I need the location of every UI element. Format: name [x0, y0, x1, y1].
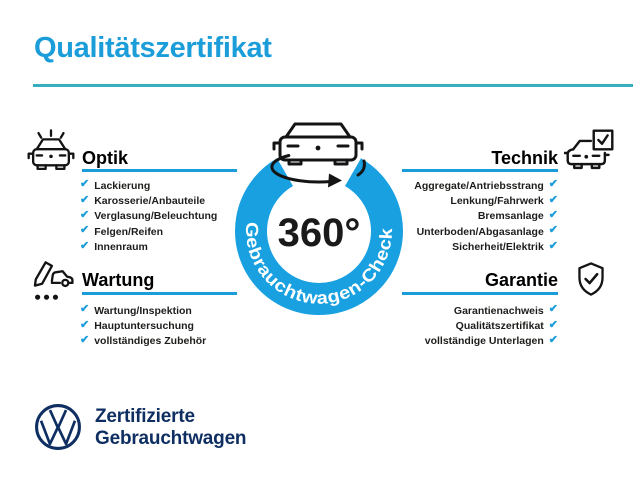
technik-items: Aggregate/Antriebsstrang ✔ Lenkung/Fahrw…: [328, 178, 558, 255]
checklist-item: ✔ Lackierung: [80, 178, 217, 193]
item-label: vollständige Unterlagen: [424, 335, 544, 348]
car-shine-icon: [27, 129, 75, 171]
item-label: Aggregate/Antriebsstrang: [414, 179, 544, 192]
check-icon: ✔: [80, 239, 90, 252]
check-icon: ✔: [80, 178, 90, 191]
checklist-item: ✔ Felgen/Reifen: [80, 224, 217, 239]
checklist-item: Garantienachweis ✔: [454, 303, 558, 318]
check-icon: ✔: [548, 224, 558, 237]
check-icon: ✔: [80, 208, 90, 221]
checklist-item: Lenkung/Fahrwerk ✔: [450, 193, 558, 208]
item-label: Garantienachweis: [453, 304, 544, 317]
item-label: vollständiges Zubehör: [94, 335, 207, 348]
checklist-item: ✔ Verglasung/Beleuchtung: [80, 209, 217, 224]
check-icon: ✔: [80, 224, 90, 237]
item-label: Unterboden/Abgasanlage: [416, 225, 544, 238]
item-label: Bremsanlage: [477, 210, 544, 223]
section-underline-wartung: [82, 292, 237, 295]
title-rule: [33, 84, 633, 87]
checklist-item: Qualitätszertifikat ✔: [456, 318, 558, 333]
item-label: Lenkung/Fahrwerk: [450, 195, 544, 208]
section-title-technik: Technik: [491, 148, 558, 168]
footer-brand-line1: Zertifizierte: [95, 406, 195, 427]
item-label: Innenraum: [94, 241, 148, 254]
item-label: Sicherheit/Elektrik: [452, 241, 544, 254]
shield-check-icon: [578, 262, 604, 296]
section-title-wartung: Wartung: [82, 270, 155, 290]
check-icon: ✔: [80, 333, 90, 346]
section-title-garantie: Garantie: [484, 270, 558, 290]
checklist-item: ✔ Wartung/Inspektion: [80, 303, 206, 318]
vw-logo-icon: [35, 404, 81, 450]
item-label: Karosserie/Anbauteile: [94, 195, 206, 208]
rotating-car-icon: [270, 122, 366, 188]
garantie-items: Garantienachweis ✔ Qualitätszertifikat ✔…: [328, 303, 558, 349]
checklist-item: vollständige Unterlagen ✔: [425, 334, 558, 349]
footer-brand-line2: Gebrauchtwagen: [95, 428, 247, 449]
item-label: Hauptuntersuchung: [94, 320, 194, 333]
item-label: Verglasung/Beleuchtung: [94, 210, 218, 223]
pen-car-checklist-icon: [33, 261, 74, 300]
item-label: Felgen/Reifen: [94, 225, 164, 238]
check-icon: ✔: [548, 208, 558, 221]
section-underline-garantie: [402, 292, 558, 295]
checklist-item: ✔ Innenraum: [80, 240, 217, 255]
item-label: Wartung/Inspektion: [94, 304, 192, 317]
badge-ring: [235, 158, 403, 315]
section-underline-optik: [82, 169, 237, 172]
optik-items: ✔ Lackierung ✔ Karosserie/Anbauteile ✔ V…: [80, 178, 217, 255]
checklist-item: Unterboden/Abgasanlage ✔: [417, 224, 558, 239]
footer-brand: Zertifizierte Gebrauchtwagen: [95, 406, 247, 450]
wartung-items: ✔ Wartung/Inspektion ✔ Hauptuntersuchung…: [80, 303, 206, 349]
car-checkbox-icon: [564, 129, 614, 170]
check-icon: ✔: [548, 333, 558, 346]
check-icon: ✔: [80, 303, 90, 316]
section-title-optik: Optik: [82, 148, 129, 168]
check-icon: ✔: [548, 303, 558, 316]
360-check-badge: 360° Gebrauchtwagen-Check: [235, 122, 403, 315]
section-underline-technik: [402, 169, 558, 172]
checklist-item: ✔ vollständiges Zubehör: [80, 334, 206, 349]
item-label: Qualitätszertifikat: [455, 320, 544, 333]
degrees-label: 360°: [278, 211, 361, 255]
check-icon: ✔: [548, 239, 558, 252]
check-icon: ✔: [80, 193, 90, 206]
check-icon: ✔: [548, 318, 558, 331]
check-icon: ✔: [548, 193, 558, 206]
checklist-item: Sicherheit/Elektrik ✔: [452, 240, 558, 255]
checklist-item: Bremsanlage ✔: [478, 209, 558, 224]
item-label: Lackierung: [94, 179, 151, 192]
checklist-item: ✔ Karosserie/Anbauteile: [80, 193, 217, 208]
checklist-item: ✔ Hauptuntersuchung: [80, 318, 206, 333]
check-icon: ✔: [80, 318, 90, 331]
check-icon: ✔: [548, 178, 558, 191]
page-title: Qualitätszertifikat: [34, 32, 272, 64]
checklist-item: Aggregate/Antriebsstrang ✔: [414, 178, 558, 193]
